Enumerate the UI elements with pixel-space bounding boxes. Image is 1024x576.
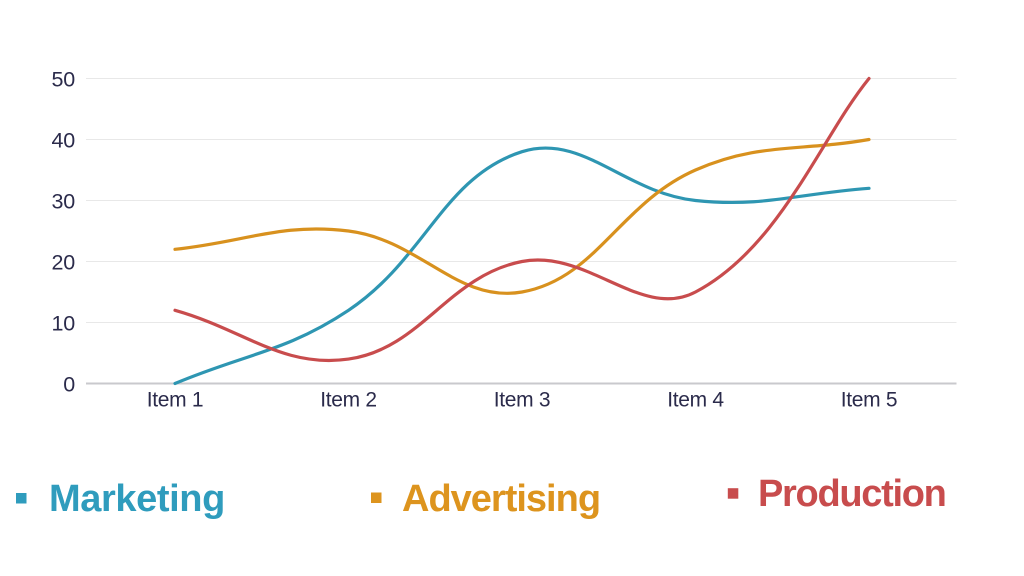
svg-text:Item 5: Item 5 bbox=[841, 389, 898, 412]
svg-text:10: 10 bbox=[51, 311, 75, 335]
svg-text:Marketing: Marketing bbox=[49, 478, 225, 520]
svg-text:20: 20 bbox=[51, 250, 75, 274]
svg-text:40: 40 bbox=[51, 128, 75, 152]
svg-text:50: 50 bbox=[51, 67, 75, 91]
svg-text:Item 1: Item 1 bbox=[147, 389, 204, 412]
svg-text:Item 2: Item 2 bbox=[320, 389, 377, 412]
svg-text:0: 0 bbox=[63, 372, 75, 396]
svg-text:Advertising: Advertising bbox=[402, 478, 600, 520]
svg-text:Production: Production bbox=[758, 473, 946, 515]
svg-text:Item 4: Item 4 bbox=[667, 389, 724, 412]
svg-text:30: 30 bbox=[51, 189, 75, 213]
svg-text:Item 3: Item 3 bbox=[494, 389, 551, 412]
